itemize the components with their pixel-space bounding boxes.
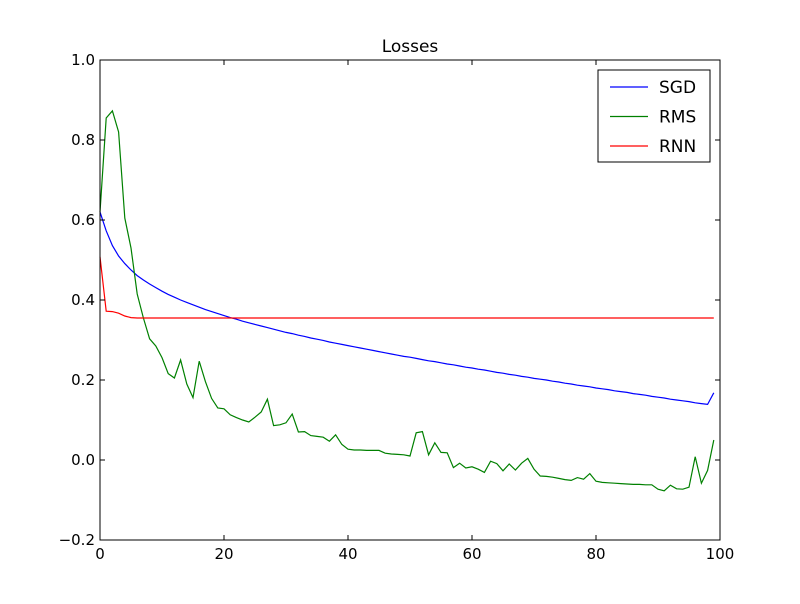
x-tick-label: 60 [462, 545, 481, 563]
legend-label-sgd: SGD [659, 78, 696, 98]
x-tick-label: 0 [95, 545, 105, 563]
ticks-layer: 0 20 40 60 80 100 −0.2 0.0 0.2 0.4 0.6 0.8 1.0 [59, 51, 735, 563]
series-line-sgd [99, 211, 715, 406]
plot-area-frame [99, 59, 721, 541]
series-line-rnn [99, 256, 714, 319]
x-tick-label: 40 [338, 545, 357, 563]
x-tick-label: 100 [706, 545, 735, 563]
x-tick-label: 80 [586, 545, 605, 563]
x-tick-label: 20 [214, 545, 233, 563]
series-line-rms [99, 109, 715, 492]
legend-label-rnn: RNN [659, 137, 696, 157]
y-tick-label: 0.8 [71, 131, 95, 149]
y-tick-label: 1.0 [71, 51, 95, 69]
y-tick-label: 0.0 [71, 451, 95, 469]
y-tick-label: 0.6 [71, 211, 95, 229]
y-tick-label: 0.4 [71, 291, 95, 309]
series-layer [99, 109, 715, 492]
legend: SGD RMS RNN [597, 69, 711, 163]
y-tick-label: −0.2 [59, 531, 95, 549]
legend-label-rms: RMS [659, 108, 696, 128]
chart-title: Losses [382, 37, 439, 57]
y-tick-label: 0.2 [71, 371, 95, 389]
